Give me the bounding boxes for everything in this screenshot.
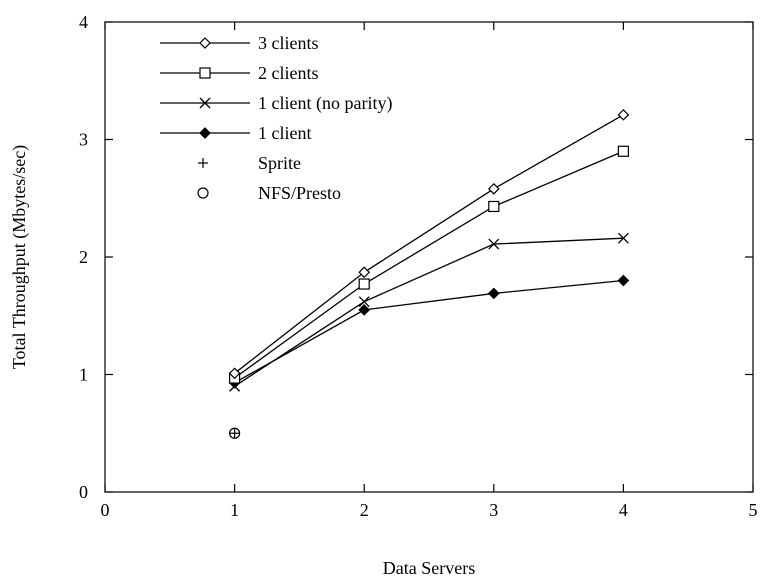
- data-point-series-2: [617, 232, 629, 244]
- data-point-series-2: [358, 296, 370, 308]
- legend-label: 1 client (no parity): [258, 93, 392, 114]
- x-tick-label: 2: [360, 500, 369, 520]
- series-line-2: [234, 237, 624, 387]
- data-point-series-1: [358, 278, 370, 290]
- x-stroke: [488, 238, 500, 250]
- y-tick-label: 3: [79, 130, 88, 150]
- x-stroke: [617, 232, 629, 244]
- legend-label: 2 clients: [258, 63, 319, 83]
- legend-label: 3 clients: [258, 33, 319, 53]
- y-tick-label: 0: [79, 482, 88, 502]
- legend-marker: [197, 187, 209, 199]
- y-axis-title: Total Throughput (Mbytes/sec): [9, 145, 30, 369]
- legend-marker: [198, 158, 208, 168]
- legend-marker: [199, 97, 211, 109]
- data-point-series-3: [617, 274, 630, 287]
- series-line-0: [234, 114, 624, 374]
- series-lines: [234, 114, 624, 387]
- x-stroke: [199, 97, 211, 109]
- plot-frame: [104, 21, 754, 493]
- legend-label: NFS/Presto: [258, 183, 341, 203]
- legend-entry: Sprite: [198, 153, 301, 173]
- data-point-series-0: [228, 367, 241, 380]
- x-tick-label: 0: [101, 500, 110, 520]
- legend-entry: 3 clients: [160, 33, 319, 53]
- series-markers: [228, 108, 630, 439]
- data-point-series-0: [358, 266, 371, 279]
- legend-label: Sprite: [258, 153, 301, 173]
- x-tick-label: 4: [619, 500, 628, 520]
- series-line-1: [234, 150, 624, 379]
- y-tick-label: 4: [79, 12, 88, 32]
- legend-entry: 1 client: [160, 123, 311, 143]
- legend-entry: 2 clients: [160, 63, 319, 83]
- axes: 0 1 2 3 4 5 0 1 2 3 4: [79, 12, 758, 520]
- x-axis-title: Data Servers: [383, 558, 475, 578]
- data-point-series-1: [488, 200, 500, 213]
- legend-marker: [199, 127, 211, 139]
- legend-entry: NFS/Presto: [197, 183, 341, 203]
- data-point-series-2: [488, 238, 500, 250]
- legend-marker: [199, 67, 211, 79]
- legend: 3 clients 2 clients 1 client (no parity) 1 …: [160, 33, 392, 203]
- data-point-series-0: [617, 108, 630, 121]
- y-tick-label: 2: [79, 247, 88, 267]
- x-tick-label: 3: [489, 500, 498, 520]
- legend-entry: 1 client (no parity): [160, 93, 392, 114]
- legend-label: 1 client: [258, 123, 311, 143]
- series-line-3: [234, 279, 624, 384]
- data-point-series-3: [487, 287, 500, 300]
- x-stroke: [358, 296, 370, 308]
- x-tick-label: 5: [749, 500, 758, 520]
- data-point-series-0: [487, 183, 500, 195]
- data-point-series-4: [229, 428, 240, 439]
- data-point-series-1: [617, 145, 630, 157]
- x-tick-label: 1: [230, 500, 239, 520]
- legend-marker: [199, 37, 211, 49]
- y-tick-label: 1: [79, 365, 88, 385]
- data-point-series-3: [358, 304, 371, 316]
